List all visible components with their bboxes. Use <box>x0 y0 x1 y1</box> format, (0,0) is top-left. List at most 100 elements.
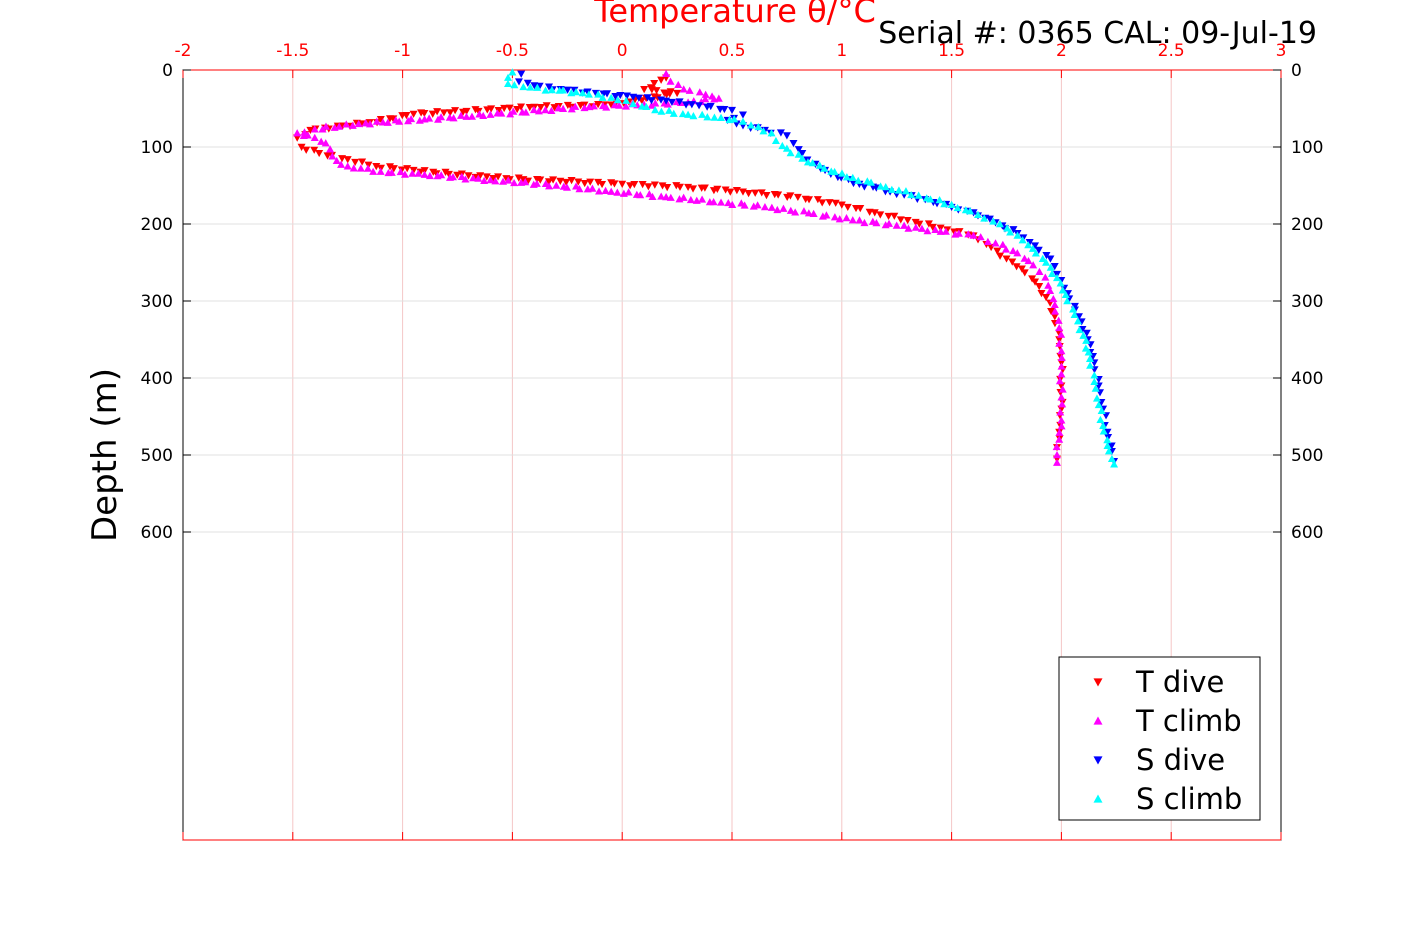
data-point <box>420 115 429 123</box>
data-point <box>306 126 315 135</box>
data-point <box>1035 283 1044 291</box>
data-point <box>989 217 998 225</box>
data-point <box>1050 313 1059 321</box>
data-point <box>976 233 985 241</box>
data-point <box>640 86 649 94</box>
data-point <box>804 209 813 217</box>
data-point <box>709 198 718 206</box>
legend-marker <box>1093 678 1103 687</box>
data-point <box>947 200 956 208</box>
data-point <box>894 186 903 194</box>
data-point <box>434 115 443 123</box>
data-point <box>644 183 653 191</box>
data-point <box>657 107 666 115</box>
data-point <box>1055 323 1064 332</box>
data-point <box>409 110 418 118</box>
data-point <box>964 230 973 238</box>
data-point <box>1061 290 1070 299</box>
data-point <box>1074 313 1083 321</box>
data-point <box>825 199 834 207</box>
data-point <box>757 189 766 197</box>
data-point <box>552 181 561 189</box>
data-point <box>695 88 704 96</box>
data-point <box>457 172 466 180</box>
data-point <box>876 182 885 190</box>
data-point <box>1073 317 1082 325</box>
data-point <box>335 122 344 130</box>
data-point <box>589 102 598 110</box>
data-point <box>1070 310 1079 319</box>
data-point <box>808 159 817 167</box>
data-point <box>794 150 803 158</box>
data-point <box>326 145 335 153</box>
data-point <box>372 117 381 125</box>
data-point <box>356 164 365 172</box>
data-point <box>798 149 807 158</box>
data-point <box>1058 400 1067 408</box>
data-point <box>1042 252 1051 260</box>
data-point <box>789 139 798 148</box>
data-point <box>358 158 367 166</box>
data-point <box>793 193 802 202</box>
y-tick-label-left: 100 <box>141 138 173 158</box>
data-point <box>317 137 326 145</box>
data-point <box>629 99 638 108</box>
data-point <box>1099 427 1108 435</box>
data-point <box>549 176 558 184</box>
data-point <box>354 119 363 128</box>
data-point <box>830 213 839 221</box>
x-tick-label: 0.5 <box>718 41 745 61</box>
data-point <box>469 174 478 182</box>
data-point <box>618 180 627 188</box>
data-point <box>403 165 412 173</box>
data-point <box>364 161 373 169</box>
data-point <box>732 187 741 195</box>
data-point <box>542 102 551 110</box>
data-point <box>525 104 534 112</box>
data-point <box>505 104 514 112</box>
data-point <box>425 114 434 122</box>
x-tick-label: 3 <box>1276 41 1287 61</box>
data-point <box>647 101 656 109</box>
series-s-climb <box>504 68 1119 468</box>
data-point <box>337 160 346 168</box>
data-point <box>1057 416 1066 424</box>
data-point <box>474 174 483 182</box>
data-point <box>1086 361 1095 369</box>
data-point <box>550 104 559 112</box>
data-point <box>1053 273 1062 282</box>
data-point <box>835 215 844 223</box>
data-point <box>297 143 306 151</box>
data-point <box>583 88 592 96</box>
data-point <box>809 209 818 217</box>
data-point <box>794 146 803 154</box>
data-point <box>904 224 913 232</box>
data-point <box>630 180 639 189</box>
data-point <box>980 214 989 222</box>
data-point <box>923 227 932 235</box>
data-point <box>603 90 612 98</box>
data-point <box>1075 325 1084 334</box>
data-point <box>1055 376 1064 385</box>
data-point <box>773 205 782 214</box>
data-point <box>996 252 1005 260</box>
data-point <box>714 94 723 102</box>
data-point <box>574 178 583 186</box>
data-point <box>689 185 698 193</box>
y-tick-label-right: 200 <box>1291 215 1323 235</box>
data-point <box>1050 300 1059 309</box>
data-point <box>1077 318 1086 326</box>
data-point <box>1053 458 1062 466</box>
data-point <box>315 149 324 158</box>
data-point <box>738 117 747 125</box>
data-point <box>1008 258 1017 266</box>
data-point <box>675 98 684 106</box>
data-point <box>343 156 352 164</box>
data-point <box>1041 273 1050 281</box>
data-point <box>524 177 533 185</box>
data-point <box>453 171 462 179</box>
data-point <box>529 105 538 114</box>
data-point <box>396 167 405 176</box>
data-point <box>1060 284 1069 292</box>
data-point <box>563 183 572 191</box>
